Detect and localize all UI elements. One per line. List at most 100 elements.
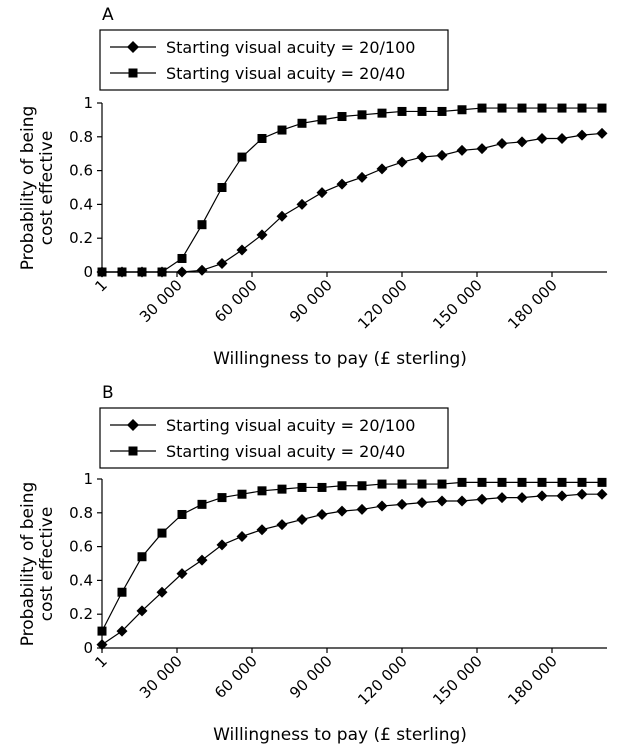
- panel-a-series-1-point: [556, 132, 568, 144]
- panel-a-series-1-point: [456, 144, 468, 156]
- panel-b-series-2-point: [317, 482, 327, 492]
- panel-b-x-axis-label: Willingness to pay (£ sterling): [213, 725, 467, 745]
- panel-b-series-1-point: [356, 503, 368, 515]
- panel-b-series-1-line: [101, 493, 602, 646]
- panel-b-y-tick-label: 0.4: [69, 571, 93, 589]
- panel-b-series-1-point: [416, 497, 428, 509]
- panel-b-legend-label-1: Starting visual acuity = 20/100: [166, 416, 415, 435]
- panel-b-series-1-point: [496, 492, 508, 504]
- panel-a-series-1-point: [596, 127, 608, 139]
- panel-b-series-2-point: [157, 528, 167, 538]
- panel-b-y-tick-label: 0.8: [69, 504, 93, 522]
- panel-b-x-tick-label: 1: [91, 652, 110, 671]
- panel-a-series-2-point: [277, 125, 287, 135]
- panel-b-series-1-point: [436, 495, 448, 507]
- panel-b-series-1-point: [276, 519, 288, 531]
- panel-a-x-tick-label: 150 000: [429, 276, 486, 333]
- panel-b-legend-marker-2: [128, 446, 138, 456]
- panel-a-series-2-point: [577, 103, 587, 113]
- panel-a-series-1-point: [176, 266, 188, 278]
- panel-b-series-1-point: [256, 524, 268, 536]
- panel-b-series-1-point: [516, 492, 528, 504]
- panel-b-series-2-point: [517, 477, 527, 487]
- panel-b-x-tick-label: 120 000: [354, 652, 411, 709]
- panel-b-series-2-point: [557, 477, 567, 487]
- panel-a-legend-marker-2: [128, 68, 138, 78]
- panel-b-series-1-point: [156, 586, 168, 598]
- panel-a-x-ticks: 1 30 000 60 000 90 000 120 000 150 000 180 000: [91, 272, 561, 333]
- panel-a-x-tick-label: 60 000: [211, 276, 261, 326]
- panel-a-series-1-point: [276, 210, 288, 222]
- panel-a-series-1-point: [496, 138, 508, 150]
- panel-a-y-tick-label: 0.8: [69, 128, 93, 146]
- panel-a-series-1-point: [196, 264, 208, 276]
- panel-b-series-1-point: [576, 488, 588, 500]
- panel-a-series-1-point: [436, 149, 448, 161]
- panel-a-series-2-point: [237, 152, 247, 162]
- panel-a-series-2-point: [417, 106, 427, 116]
- panel-b-series-2-point: [257, 486, 267, 496]
- panel-a-y-axis-label-line-1: Probability of being: [18, 106, 38, 271]
- panel-a-legend-label-2: Starting visual acuity = 20/40: [166, 64, 405, 83]
- panel-b-legend: Starting visual acuity = 20/100 Starting…: [99, 407, 449, 469]
- panel-a-series-1-line: [102, 132, 603, 273]
- panel-a-x-tick-label: 30 000: [136, 276, 186, 326]
- panel-b-series-2-point: [177, 509, 187, 519]
- panel-b-lines: [101, 481, 602, 646]
- panel-b-series-1-point: [116, 625, 128, 637]
- panel-b-x-ticks: 1 30 000 60 000 90 000 120 000 150 000 180 000: [91, 648, 561, 709]
- panel-b-series-2-point: [377, 479, 387, 489]
- panel-b-y-axis-label-line-2: cost effective: [37, 507, 57, 622]
- panel-b-series-1-point: [136, 605, 148, 617]
- panel-a-series-2-point: [317, 115, 327, 125]
- panel-b-series-1-point: [376, 500, 388, 512]
- panel-b-series-2-point: [357, 481, 367, 491]
- panel-a-letter: A: [102, 5, 114, 25]
- panel-b-y-tick-label: 0: [83, 639, 93, 657]
- panel-a: A Starting visual acuity = 20/100 Starti…: [18, 5, 608, 369]
- panel-b-legend-marker-1: [127, 419, 139, 431]
- panel-b-series-2-point: [457, 477, 467, 487]
- panel-b-series-2-point: [597, 477, 607, 487]
- panel-a-lines: [102, 107, 603, 273]
- panel-b-series-1-point: [96, 639, 108, 651]
- panel-b-markers: [96, 477, 608, 651]
- panel-b-series-2-point: [477, 477, 487, 487]
- panel-a-series-2-point: [97, 267, 107, 277]
- panel-b: B Starting visual acuity = 20/100 Starti…: [18, 383, 608, 745]
- panel-b-y-tick-label: 0.6: [69, 538, 93, 556]
- panel-b-y-tick-label: 0.2: [69, 605, 93, 623]
- panel-b-series-1-point: [336, 505, 348, 517]
- panel-a-x-tick-label: 180 000: [504, 276, 561, 333]
- panel-a-legend-label-1: Starting visual acuity = 20/100: [166, 38, 415, 57]
- panel-a-series-1-point: [536, 132, 548, 144]
- panel-a-series-2-point: [437, 106, 447, 116]
- panel-a-x-tick-label: 90 000: [286, 276, 336, 326]
- panel-a-series-1-point: [296, 198, 308, 210]
- panel-b-series-1-point: [296, 514, 308, 526]
- panel-b-series-2-point: [337, 481, 347, 491]
- panel-a-series-2-point: [557, 103, 567, 113]
- panel-a-series-2-point: [137, 267, 147, 277]
- panel-b-y-ticks: 0 0.2 0.4 0.6 0.8 1: [69, 470, 102, 657]
- panel-a-y-tick-label: 0.6: [69, 162, 93, 180]
- panel-a-markers: [96, 103, 608, 278]
- panel-a-series-1-point: [576, 129, 588, 141]
- panel-b-y-tick-label: 1: [83, 470, 93, 488]
- panel-a-series-1-point: [256, 229, 268, 241]
- panel-b-x-tick-label: 30 000: [136, 652, 186, 702]
- panel-b-legend-box: [99, 407, 449, 469]
- panel-a-series-2-point: [217, 183, 227, 192]
- panel-a-series-1-point: [376, 163, 388, 175]
- panel-b-series-1-point: [476, 493, 488, 505]
- panel-b-series-2-point: [397, 479, 407, 489]
- panel-b-series-2-point: [577, 477, 587, 487]
- panel-a-series-2-point: [597, 103, 607, 113]
- panel-b-series-2-point: [197, 499, 207, 509]
- panel-a-series-1-point: [516, 136, 528, 148]
- panel-b-x-tick-label: 90 000: [286, 652, 336, 702]
- panel-a-series-2-point: [357, 110, 367, 120]
- panel-b-series-2-point: [537, 477, 547, 487]
- panel-b-series-2-point: [437, 479, 447, 489]
- panel-a-series-2-point: [197, 220, 207, 230]
